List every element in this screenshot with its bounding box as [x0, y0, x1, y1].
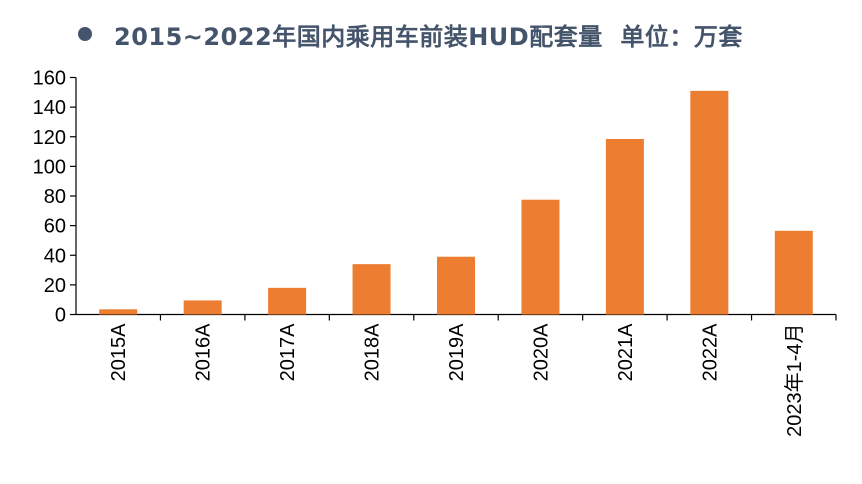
x-tick-label: 2022A: [699, 323, 721, 381]
x-tick-label: 2018A: [362, 323, 384, 381]
y-tick-label: 160: [33, 68, 66, 90]
title-bullet-icon: [78, 27, 92, 41]
bar-2020A: [521, 199, 560, 315]
x-tick-label: 2017A: [277, 323, 299, 381]
x-tick-label: 2023年1-4月: [783, 324, 806, 437]
y-tick-label: 120: [33, 127, 66, 149]
bar-2016A: [183, 300, 222, 315]
y-tick-label: 140: [33, 97, 66, 119]
x-tick-label: 2019A: [446, 323, 468, 381]
bar-2018A: [352, 264, 391, 315]
bar-2019A: [437, 256, 475, 315]
x-tick-label: 2020A: [530, 323, 552, 381]
bar-2022A: [690, 90, 729, 315]
x-tick-label: 2021A: [615, 323, 637, 381]
chart-title-row: 2015~2022年国内乘用车前装HUD配套量 单位：万套: [78, 14, 743, 54]
chart-title: 2015~2022年国内乘用车前装HUD配套量 单位：万套: [114, 22, 743, 51]
bar-2023年1-4月: [774, 230, 813, 315]
bar-2021A: [605, 138, 644, 315]
y-tick-label: 60: [44, 216, 66, 238]
bar-2015A: [99, 309, 138, 315]
y-tick-label: 40: [44, 245, 66, 267]
y-tick-label: 0: [55, 305, 66, 327]
bar-2017A: [268, 287, 307, 315]
y-tick-label: 20: [44, 275, 66, 297]
x-tick-label: 2015A: [108, 323, 130, 381]
x-tick-label: 2016A: [193, 323, 215, 381]
y-tick-label: 100: [33, 156, 66, 178]
y-tick-label: 80: [44, 186, 66, 208]
